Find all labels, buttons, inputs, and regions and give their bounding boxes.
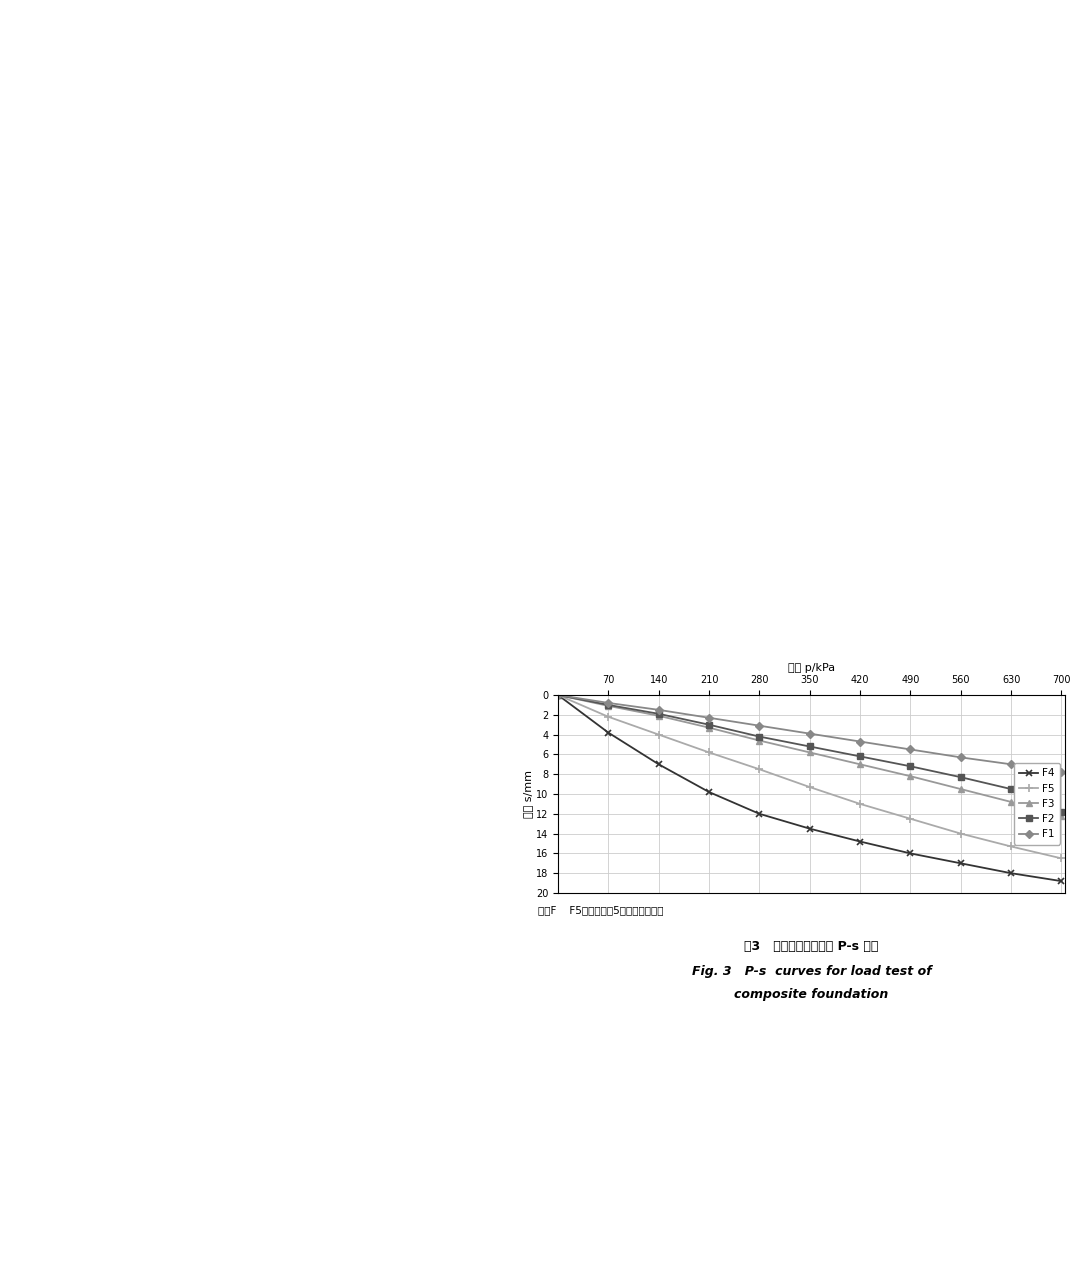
Y-axis label: 沉降 s/mm: 沉降 s/mm	[523, 770, 534, 818]
F1	[652, 702, 665, 717]
F5	[854, 796, 867, 811]
F3	[1005, 795, 1018, 810]
F3	[652, 708, 665, 724]
F1	[854, 734, 867, 750]
F4	[1005, 866, 1018, 881]
Text: 注：F    F5为同一工程5个不同的监测点: 注：F F5为同一工程5个不同的监测点	[538, 905, 663, 914]
Line: F1: F1	[555, 692, 1064, 775]
F1	[803, 726, 816, 742]
F2	[803, 739, 816, 755]
F3	[854, 756, 867, 772]
F1	[1005, 756, 1018, 772]
F2	[1055, 804, 1068, 819]
F2	[703, 717, 716, 733]
F2	[652, 706, 665, 721]
F2	[602, 697, 614, 712]
F3	[803, 744, 816, 760]
F1	[954, 750, 967, 765]
Text: Fig. 3   P-s  curves for load test of: Fig. 3 P-s curves for load test of	[692, 965, 931, 978]
F5	[1055, 850, 1068, 866]
F2	[854, 748, 867, 764]
F4	[602, 725, 614, 741]
F5	[652, 726, 665, 742]
F1	[552, 688, 565, 703]
F2	[752, 729, 765, 744]
F5	[602, 710, 614, 725]
F5	[752, 761, 765, 777]
F3	[954, 782, 967, 797]
Line: F3: F3	[555, 692, 1064, 819]
F5	[703, 744, 716, 760]
F1	[602, 696, 614, 711]
F4	[854, 833, 867, 849]
F4	[954, 855, 967, 871]
F1	[703, 710, 716, 725]
F4	[703, 784, 716, 800]
Line: F5: F5	[554, 690, 1065, 863]
Text: composite foundation: composite foundation	[734, 988, 888, 1001]
F3	[1055, 808, 1068, 823]
F3	[703, 720, 716, 735]
F2	[954, 769, 967, 784]
F5	[552, 688, 565, 703]
F3	[904, 769, 917, 784]
Line: F2: F2	[555, 692, 1064, 814]
F2	[1005, 782, 1018, 797]
F1	[904, 742, 917, 757]
F4	[904, 846, 917, 862]
F1	[1055, 765, 1068, 781]
F5	[954, 826, 967, 841]
F5	[1005, 838, 1018, 854]
X-axis label: 荷载 p/kPa: 荷载 p/kPa	[788, 663, 835, 674]
F3	[552, 688, 565, 703]
Line: F4: F4	[554, 692, 1065, 885]
F2	[904, 759, 917, 774]
F3	[752, 733, 765, 748]
Text: 图3   复合地基荷载试验 P-s 曲线: 图3 复合地基荷载试验 P-s 曲线	[744, 940, 879, 953]
F5	[904, 811, 917, 827]
F3	[602, 698, 614, 714]
F4	[652, 756, 665, 772]
F4	[1055, 873, 1068, 889]
Legend: F4, F5, F3, F2, F1: F4, F5, F3, F2, F1	[1014, 764, 1060, 845]
F1	[752, 717, 765, 733]
F4	[552, 688, 565, 703]
F4	[803, 820, 816, 836]
F5	[803, 779, 816, 795]
F2	[552, 688, 565, 703]
F4	[752, 806, 765, 822]
